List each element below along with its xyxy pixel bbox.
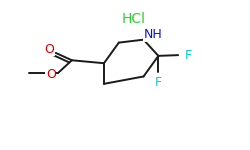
Text: HCl: HCl: [122, 12, 146, 26]
Text: F: F: [184, 49, 192, 62]
Text: O: O: [46, 68, 56, 81]
Text: O: O: [45, 43, 54, 56]
Text: F: F: [155, 76, 162, 89]
Text: NH: NH: [144, 28, 163, 41]
